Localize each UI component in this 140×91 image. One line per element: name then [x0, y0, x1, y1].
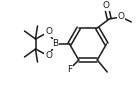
- Text: F: F: [67, 65, 72, 74]
- Text: B: B: [52, 39, 59, 49]
- Text: O: O: [45, 27, 52, 36]
- Text: O: O: [118, 12, 125, 21]
- Text: O: O: [45, 52, 52, 61]
- Text: O: O: [103, 1, 110, 10]
